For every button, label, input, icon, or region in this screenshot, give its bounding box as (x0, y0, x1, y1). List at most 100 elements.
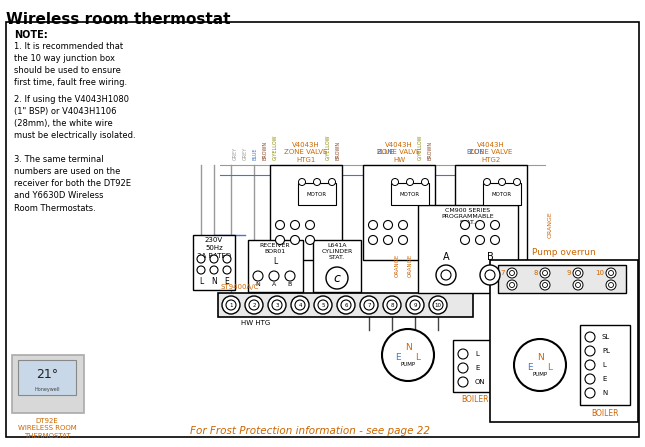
Bar (391, 183, 429, 205)
Circle shape (290, 236, 299, 245)
Text: BROWN: BROWN (335, 141, 341, 160)
Text: A: A (272, 282, 276, 287)
Text: BROWN: BROWN (263, 141, 268, 160)
Circle shape (223, 266, 231, 274)
Circle shape (269, 271, 279, 281)
Circle shape (585, 374, 595, 384)
Circle shape (585, 346, 595, 356)
Text: 1. It is recommended that
the 10 way junction box
should be used to ensure
first: 1. It is recommended that the 10 way jun… (14, 42, 127, 88)
Circle shape (573, 268, 583, 278)
Text: 6: 6 (344, 303, 348, 308)
Text: 7: 7 (501, 270, 505, 276)
Circle shape (222, 296, 240, 314)
Text: N: N (255, 282, 261, 287)
Text: V4043H
ZONE VALVE
HTG2: V4043H ZONE VALVE HTG2 (470, 142, 513, 163)
Circle shape (475, 236, 484, 245)
Circle shape (514, 339, 566, 391)
Circle shape (575, 283, 580, 287)
Circle shape (433, 300, 443, 310)
Text: N: N (537, 353, 543, 362)
Bar (270, 165, 342, 260)
Circle shape (326, 267, 348, 289)
Text: PL: PL (602, 348, 610, 354)
Text: E: E (395, 353, 401, 362)
Text: Wireless room thermostat: Wireless room thermostat (6, 12, 230, 27)
Text: c: c (333, 271, 341, 284)
Circle shape (384, 236, 393, 245)
Text: L641A
CYLINDER
STAT.: L641A CYLINDER STAT. (321, 243, 353, 261)
Bar (363, 165, 435, 260)
Circle shape (461, 220, 470, 229)
Text: E: E (224, 278, 230, 287)
Bar (483, 183, 521, 205)
Text: 21°: 21° (36, 368, 58, 381)
Circle shape (513, 178, 521, 186)
Circle shape (392, 178, 399, 186)
Circle shape (441, 270, 451, 280)
Text: 2: 2 (252, 303, 256, 308)
Circle shape (275, 236, 284, 245)
Text: G/YELLOW: G/YELLOW (272, 135, 277, 160)
Bar (248, 240, 303, 292)
Text: MOTOR: MOTOR (307, 191, 327, 197)
Circle shape (290, 220, 299, 229)
Circle shape (575, 270, 580, 275)
Text: NOTE:: NOTE: (14, 30, 48, 40)
Bar (193, 235, 235, 290)
Text: BLUE: BLUE (466, 149, 484, 155)
Text: MOTOR: MOTOR (492, 191, 512, 197)
Circle shape (406, 178, 413, 186)
Text: Honeywell: Honeywell (34, 388, 60, 392)
Circle shape (197, 266, 205, 274)
Circle shape (295, 300, 305, 310)
Circle shape (272, 300, 282, 310)
Circle shape (249, 300, 259, 310)
Circle shape (368, 236, 377, 245)
Circle shape (490, 220, 499, 229)
Circle shape (275, 220, 284, 229)
Circle shape (399, 220, 408, 229)
Circle shape (585, 388, 595, 398)
Circle shape (461, 236, 470, 245)
Text: L: L (273, 257, 277, 266)
Bar (313, 240, 361, 292)
Circle shape (387, 300, 397, 310)
Circle shape (210, 255, 218, 263)
Text: E: E (527, 363, 533, 371)
Text: L: L (199, 278, 203, 287)
Text: ST9400A/C: ST9400A/C (221, 284, 259, 290)
Text: 4: 4 (298, 303, 302, 308)
Circle shape (608, 270, 613, 275)
Circle shape (475, 220, 484, 229)
Text: L: L (415, 353, 421, 362)
Circle shape (383, 296, 401, 314)
Text: E: E (475, 365, 479, 371)
Circle shape (458, 349, 468, 359)
Circle shape (429, 296, 447, 314)
Text: 9: 9 (566, 270, 571, 276)
Text: 8: 8 (390, 303, 393, 308)
Text: 230V
50Hz
3A RATED: 230V 50Hz 3A RATED (197, 237, 231, 259)
Circle shape (313, 178, 321, 186)
Bar (418, 205, 518, 293)
Circle shape (510, 270, 515, 275)
Text: B: B (288, 282, 292, 287)
Circle shape (364, 300, 374, 310)
Circle shape (585, 360, 595, 370)
Text: 5: 5 (321, 303, 324, 308)
Circle shape (306, 236, 315, 245)
Text: GREY: GREY (232, 147, 237, 160)
Text: 3: 3 (275, 303, 279, 308)
Text: BOILER: BOILER (461, 395, 489, 404)
Text: N: N (602, 390, 607, 396)
Text: PUMP: PUMP (401, 363, 415, 367)
Circle shape (542, 283, 548, 287)
Bar (490, 260, 638, 422)
Circle shape (384, 220, 393, 229)
Text: 7: 7 (367, 303, 371, 308)
Text: DT92E
WIRELESS ROOM
THERMOSTAT: DT92E WIRELESS ROOM THERMOSTAT (17, 418, 76, 439)
Text: ON: ON (475, 379, 486, 385)
Circle shape (490, 236, 499, 245)
Text: G/YELLOW: G/YELLOW (417, 135, 422, 160)
Text: BOILER: BOILER (591, 409, 619, 418)
